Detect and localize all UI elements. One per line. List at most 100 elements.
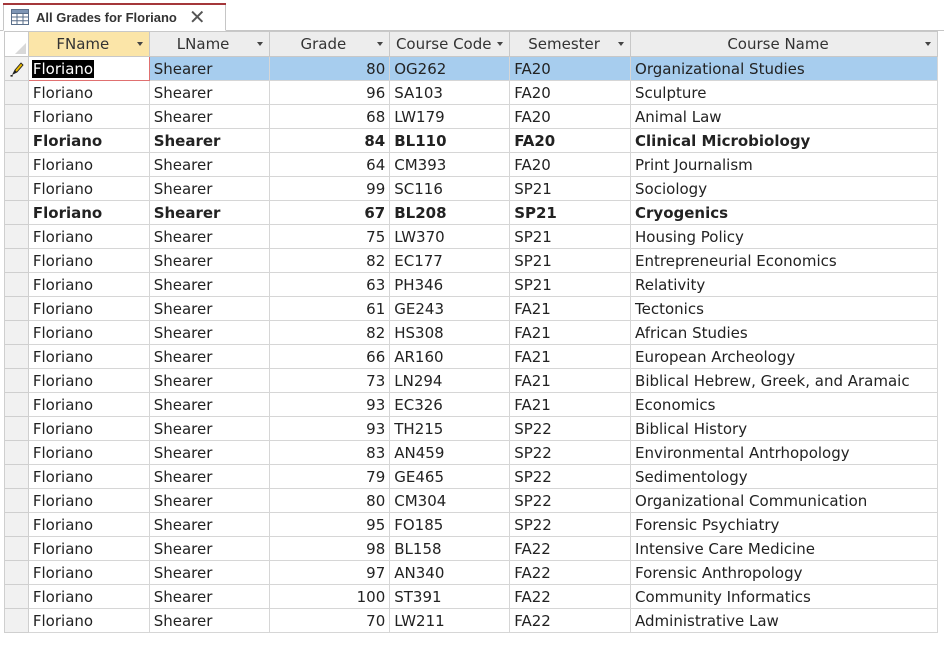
table-row[interactable]: Floriano Shearer 93 EC326 FA21 Economics bbox=[4, 392, 938, 417]
row-selector[interactable] bbox=[4, 416, 29, 441]
course-name-cell[interactable]: Environmental Antrhopology bbox=[630, 440, 938, 465]
course-code-cell[interactable]: SA103 bbox=[389, 80, 511, 105]
semester-cell[interactable]: SP22 bbox=[509, 464, 632, 489]
dropdown-arrow-icon[interactable] bbox=[925, 42, 931, 46]
course-code-cell[interactable]: BL158 bbox=[389, 536, 511, 561]
lname-cell[interactable]: Shearer bbox=[148, 464, 270, 489]
fname-cell[interactable]: Floriano bbox=[27, 320, 150, 345]
grade-cell[interactable]: 82 bbox=[268, 320, 391, 345]
course-name-cell[interactable]: Intensive Care Medicine bbox=[630, 536, 938, 561]
row-selector[interactable] bbox=[4, 104, 29, 129]
table-row[interactable]: Floriano Shearer 73 LN294 FA21 Biblical Hebre… bbox=[4, 368, 938, 393]
grade-cell[interactable]: 79 bbox=[268, 464, 391, 489]
grade-cell[interactable]: 63 bbox=[268, 272, 391, 297]
course-name-cell[interactable]: Cryogenics bbox=[630, 200, 938, 225]
semester-cell[interactable]: SP21 bbox=[509, 224, 632, 249]
lname-cell[interactable]: Shearer bbox=[148, 104, 270, 129]
course-code-cell[interactable]: LW370 bbox=[389, 224, 511, 249]
grade-cell[interactable]: 80 bbox=[268, 56, 391, 81]
row-selector[interactable] bbox=[4, 512, 29, 537]
semester-cell[interactable]: SP21 bbox=[509, 248, 632, 273]
course-name-cell[interactable]: Clinical Microbiology bbox=[630, 128, 938, 153]
fname-cell[interactable]: Floriano bbox=[27, 224, 150, 249]
grade-cell[interactable]: 73 bbox=[268, 368, 391, 393]
course-code-cell[interactable]: BL110 bbox=[389, 128, 511, 153]
course-code-cell[interactable]: AR160 bbox=[389, 344, 511, 369]
column-header-course-code[interactable]: Course Code bbox=[389, 31, 511, 57]
grade-cell[interactable]: 98 bbox=[268, 536, 391, 561]
course-name-cell[interactable]: Sculpture bbox=[630, 80, 938, 105]
row-selector[interactable] bbox=[4, 248, 29, 273]
semester-cell[interactable]: SP21 bbox=[509, 272, 632, 297]
semester-cell[interactable]: FA22 bbox=[509, 560, 632, 585]
table-row[interactable]: Floriano Shearer 61 GE243 FA21 Tectonics bbox=[4, 296, 938, 321]
course-code-cell[interactable]: FO185 bbox=[389, 512, 511, 537]
course-name-cell[interactable]: Sociology bbox=[630, 176, 938, 201]
row-selector[interactable] bbox=[4, 536, 29, 561]
grade-cell[interactable]: 93 bbox=[268, 392, 391, 417]
close-icon[interactable]: ✕ bbox=[188, 5, 206, 29]
row-selector[interactable] bbox=[4, 392, 29, 417]
fname-cell[interactable]: Floriano bbox=[27, 536, 150, 561]
lname-cell[interactable]: Shearer bbox=[148, 56, 270, 81]
semester-cell[interactable]: FA21 bbox=[509, 320, 632, 345]
fname-edit-value[interactable]: Floriano bbox=[31, 59, 95, 78]
lname-cell[interactable]: Shearer bbox=[148, 560, 270, 585]
semester-cell[interactable]: SP22 bbox=[509, 416, 632, 441]
table-row[interactable]: Floriano Shearer 97 AN340 FA22 Forensic Anthr… bbox=[4, 560, 938, 585]
semester-cell[interactable]: FA22 bbox=[509, 608, 632, 633]
course-name-cell[interactable]: Forensic Psychiatry bbox=[630, 512, 938, 537]
course-name-cell[interactable]: Housing Policy bbox=[630, 224, 938, 249]
course-code-cell[interactable]: AN340 bbox=[389, 560, 511, 585]
lname-cell[interactable]: Shearer bbox=[148, 536, 270, 561]
course-name-cell[interactable]: Biblical History bbox=[630, 416, 938, 441]
grade-cell[interactable]: 64 bbox=[268, 152, 391, 177]
table-row[interactable]: Floriano Shearer 82 EC177 SP21 Entrepreneuria… bbox=[4, 248, 938, 273]
lname-cell[interactable]: Shearer bbox=[148, 80, 270, 105]
semester-cell[interactable]: FA20 bbox=[509, 104, 632, 129]
fname-cell[interactable]: Floriano bbox=[27, 272, 150, 297]
course-name-cell[interactable]: Organizational Communication bbox=[630, 488, 938, 513]
table-row[interactable]: Floriano Shearer 84 BL110 FA20 Clinical Micro… bbox=[4, 128, 938, 153]
semester-cell[interactable]: FA21 bbox=[509, 296, 632, 321]
fname-cell[interactable]: Floriano bbox=[27, 440, 150, 465]
grade-cell[interactable]: 66 bbox=[268, 344, 391, 369]
row-selector[interactable] bbox=[4, 440, 29, 465]
semester-cell[interactable]: FA22 bbox=[509, 536, 632, 561]
lname-cell[interactable]: Shearer bbox=[148, 272, 270, 297]
dropdown-arrow-icon[interactable] bbox=[256, 42, 263, 46]
lname-cell[interactable]: Shearer bbox=[148, 344, 270, 369]
grade-cell[interactable]: 83 bbox=[268, 440, 391, 465]
course-code-cell[interactable]: EC177 bbox=[389, 248, 511, 273]
fname-cell[interactable]: Floriano bbox=[27, 200, 150, 225]
lname-cell[interactable]: Shearer bbox=[148, 368, 270, 393]
course-code-cell[interactable]: LW179 bbox=[389, 104, 511, 129]
grade-cell[interactable]: 93 bbox=[268, 416, 391, 441]
table-row[interactable]: Floriano Shearer 93 TH215 SP22 Biblical Histo… bbox=[4, 416, 938, 441]
table-row[interactable]: Floriano Shearer 80 CM304 SP22 Organizational… bbox=[4, 488, 938, 513]
lname-cell[interactable]: Shearer bbox=[148, 128, 270, 153]
course-code-cell[interactable]: ST391 bbox=[389, 584, 511, 609]
semester-cell[interactable]: FA21 bbox=[509, 344, 632, 369]
fname-cell[interactable]: Floriano bbox=[27, 344, 150, 369]
course-name-cell[interactable]: Tectonics bbox=[630, 296, 938, 321]
row-selector[interactable] bbox=[4, 488, 29, 513]
course-code-cell[interactable]: AN459 bbox=[389, 440, 511, 465]
course-code-cell[interactable]: GE243 bbox=[389, 296, 511, 321]
fname-cell[interactable]: Floriano bbox=[27, 584, 150, 609]
lname-cell[interactable]: Shearer bbox=[148, 176, 270, 201]
fname-cell[interactable]: Floriano bbox=[27, 128, 150, 153]
course-name-cell[interactable]: Entrepreneurial Economics bbox=[630, 248, 938, 273]
grade-cell[interactable]: 61 bbox=[268, 296, 391, 321]
table-row[interactable]: Floriano Shearer 98 BL158 FA22 Intensive Care… bbox=[4, 536, 938, 561]
fname-cell[interactable]: Floriano bbox=[27, 56, 150, 81]
course-code-cell[interactable]: BL208 bbox=[389, 200, 511, 225]
course-name-cell[interactable]: Animal Law bbox=[630, 104, 938, 129]
row-selector[interactable] bbox=[4, 320, 29, 345]
grade-cell[interactable]: 84 bbox=[268, 128, 391, 153]
course-code-cell[interactable]: PH346 bbox=[389, 272, 511, 297]
dropdown-arrow-icon[interactable] bbox=[136, 42, 143, 46]
table-row[interactable]: Floriano Shearer 96 SA103 FA20 Sculpture bbox=[4, 80, 938, 105]
table-row[interactable]: Floriano Shearer 95 FO185 SP22 Forensic Psych… bbox=[4, 512, 938, 537]
semester-cell[interactable]: FA20 bbox=[509, 56, 632, 81]
